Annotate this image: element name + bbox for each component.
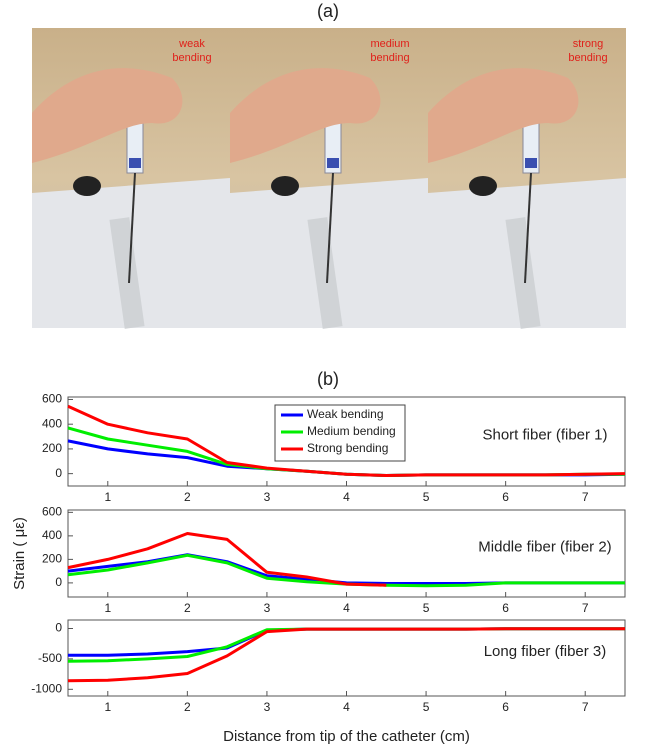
x-tick-label: 2 [184,490,191,504]
ruler [307,217,343,329]
y-tick-label: 0 [55,575,62,589]
y-tick-label: 400 [42,528,62,542]
x-tick-label: 4 [343,601,350,615]
legend-label: Strong bending [307,441,388,455]
photo-caption: bending [568,52,607,64]
catheter [524,172,532,284]
ruler [505,217,541,329]
y-tick-label: 600 [42,392,62,406]
series-line [67,404,626,477]
hand [428,68,579,163]
ruler [109,217,145,329]
panel-label: (a) [317,1,339,21]
plunger [327,158,339,168]
mouse [271,176,299,196]
x-tick-label: 5 [423,490,430,504]
catheter [326,172,334,284]
legend-label: Weak bending [307,407,384,421]
y-tick-label: -500 [38,651,62,665]
y-tick-label: 400 [42,416,62,430]
photo-caption: medium [370,38,409,50]
x-tick-label: 4 [343,490,350,504]
y-axis-label: Strain ( με) [11,517,28,590]
x-tick-label: 3 [264,601,271,615]
x-tick-label: 4 [343,700,350,714]
x-axis-label: Distance from tip of the catheter (cm) [223,728,470,745]
x-tick-label: 7 [582,601,589,615]
photo-strip: weak bending medium bending strong bending [32,28,626,329]
plunger [129,158,141,168]
hand [32,68,183,163]
x-tick-label: 7 [582,490,589,504]
photo-caption: strong [573,38,604,50]
series-line [67,532,387,587]
x-tick-label: 1 [104,700,111,714]
panel-label: (b) [317,369,339,389]
x-tick-label: 5 [423,700,430,714]
x-tick-label: 1 [104,490,111,504]
x-tick-label: 7 [582,700,589,714]
y-tick-label: 200 [42,552,62,566]
legend-label: Medium bending [307,424,396,438]
y-tick-label: 600 [42,505,62,519]
mouse [73,176,101,196]
x-tick-label: 5 [423,601,430,615]
photo-caption: weak [178,38,205,50]
hand [230,68,381,163]
photo-caption: bending [172,52,211,64]
x-tick-label: 3 [264,490,271,504]
x-tick-label: 6 [502,700,509,714]
y-tick-label: 200 [42,441,62,455]
series-line [67,627,625,683]
x-tick-label: 6 [502,601,509,615]
annotation: Long fiber (fiber 3) [484,643,607,660]
plunger [525,158,537,168]
annotation: Middle fiber (fiber 2) [478,538,611,555]
y-tick-label: 0 [55,466,62,480]
catheter [128,172,136,284]
x-tick-label: 1 [104,601,111,615]
y-tick-label: -1000 [31,681,62,695]
annotation: Short fiber (fiber 1) [482,426,607,443]
y-tick-label: 0 [55,621,62,635]
x-tick-label: 2 [184,700,191,714]
mouse [469,176,497,196]
x-tick-label: 2 [184,601,191,615]
x-tick-label: 6 [502,490,509,504]
x-tick-label: 3 [264,700,271,714]
photo-caption: bending [370,52,409,64]
